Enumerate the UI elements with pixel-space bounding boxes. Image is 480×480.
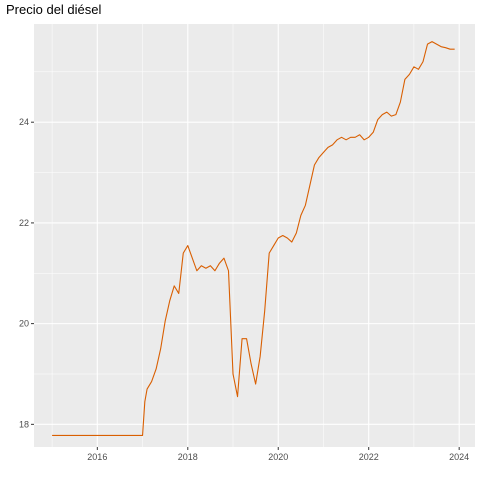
y-tick-label: 20 (19, 319, 29, 329)
y-tick-label: 24 (19, 117, 29, 127)
x-tick-label: 2022 (359, 452, 379, 462)
diesel-price-line (52, 41, 455, 436)
y-tick-label: 22 (19, 218, 29, 228)
plot-panel (34, 24, 475, 447)
x-tick-label: 2016 (87, 452, 107, 462)
y-tick-label: 18 (19, 419, 29, 429)
x-axis: 2016 2018 2020 2022 2024 (87, 447, 469, 462)
x-tick-label: 2024 (449, 452, 469, 462)
series-layer (52, 41, 455, 436)
chart-title: Precio del diésel (6, 2, 102, 17)
major-grid (34, 24, 475, 447)
x-tick-label: 2018 (178, 452, 198, 462)
y-axis: 18 20 22 24 (19, 117, 34, 429)
x-tick-label: 2020 (268, 452, 288, 462)
